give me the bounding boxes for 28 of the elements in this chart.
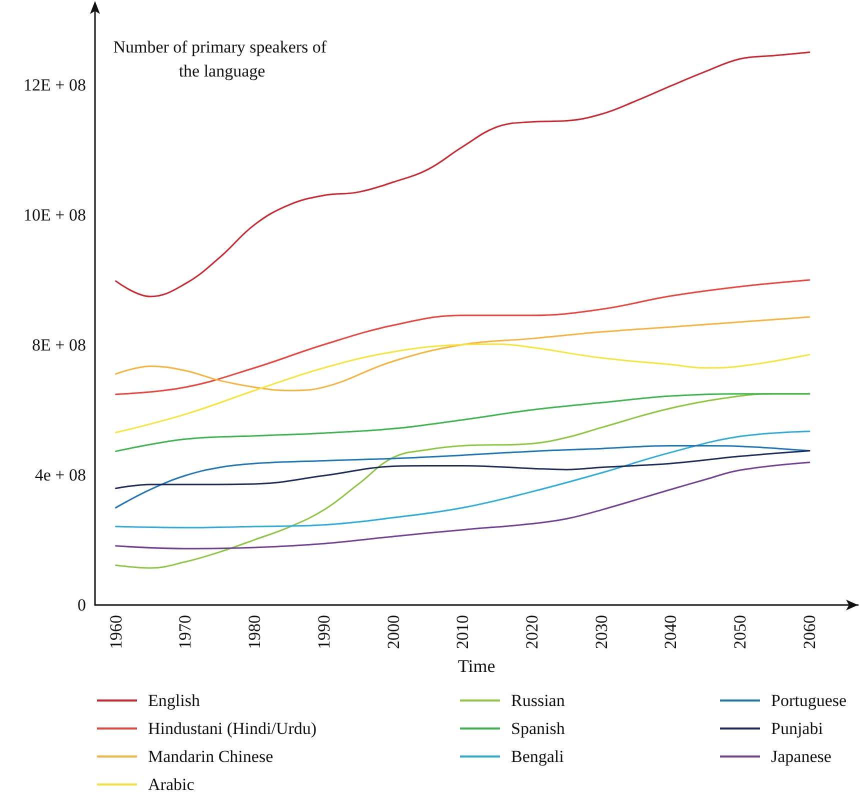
- x-tick-label: 2060: [800, 615, 819, 649]
- text: 12E + 08: [24, 76, 86, 94]
- x-tick-label: 2050: [730, 615, 750, 649]
- x-tick-label: 1970: [176, 615, 195, 649]
- x-axis-title: Time: [458, 656, 496, 676]
- legend-label: Bengali: [511, 747, 564, 766]
- y-axis-title: Number of primary speakers of the language: [113, 38, 331, 80]
- legend-label: Japanese: [771, 747, 832, 766]
- x-tick-label: 2010: [453, 615, 472, 649]
- x-tick-label: 1960: [106, 615, 126, 649]
- legend-label: Spanish: [511, 719, 566, 738]
- x-tick-label: 1980: [245, 615, 264, 649]
- legend-label: Mandarin Chinese: [148, 747, 274, 766]
- text: 0: [78, 596, 86, 614]
- text: 10E + 08: [24, 206, 86, 224]
- text: 8E + 08: [32, 336, 86, 354]
- legend-label: Russian: [511, 691, 566, 710]
- x-tick-label: 2000: [384, 615, 403, 649]
- legend-label: English: [148, 691, 200, 710]
- legend-label: Hindustani (Hindi/Urdu): [148, 719, 317, 738]
- legend-label: Punjabi: [771, 719, 824, 738]
- x-tick-label: 2030: [592, 615, 611, 649]
- x-tick-label: 2040: [661, 615, 680, 649]
- x-tick-label: 1990: [314, 615, 334, 649]
- text: 4e + 08: [34, 466, 86, 484]
- x-tick-label: 2020: [522, 615, 542, 649]
- legend-label: Arabic: [148, 775, 195, 794]
- legend-label: Portuguese: [771, 691, 847, 710]
